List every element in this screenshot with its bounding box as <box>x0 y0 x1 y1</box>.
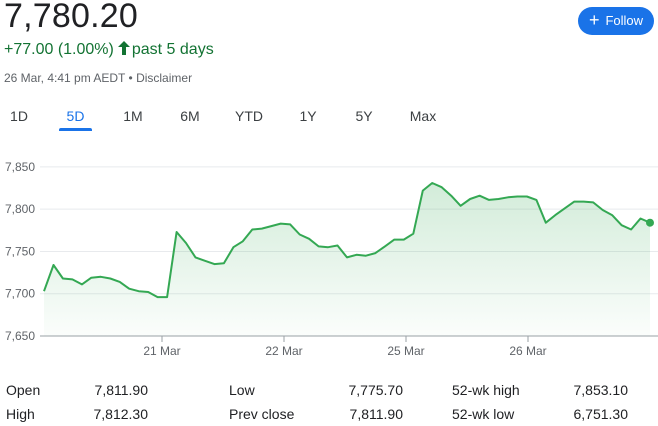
tab-max[interactable]: Max <box>409 108 437 124</box>
x-axis: 21 Mar 22 Mar 25 Mar 26 Mar <box>143 336 547 358</box>
y-tick-label: 7,750 <box>5 244 35 258</box>
current-price-dot <box>646 218 654 227</box>
stat-label-52wk-high: 52-wk high <box>452 382 520 398</box>
disclaimer-link[interactable]: Disclaimer <box>136 71 193 85</box>
price-chart[interactable]: 7,850 7,800 7,750 7,700 7,650 21 Mar 22 Mar 25… <box>0 150 658 365</box>
stat-label-high: High <box>6 406 35 422</box>
y-tick-label: 7,700 <box>5 287 35 301</box>
price-line <box>43 182 651 299</box>
plus-icon: + <box>588 10 600 30</box>
tab-6m[interactable]: 6M <box>180 108 200 124</box>
meta-separator: • <box>128 71 133 85</box>
x-tick-label: 22 Mar <box>265 344 302 358</box>
x-tick-label: 21 Mar <box>143 344 180 358</box>
y-tick-label: 7,850 <box>5 160 35 174</box>
range-tabs: 1D 5D 1M 6M YTD 1Y 5Y Max <box>0 103 460 131</box>
x-tick-label: 25 Mar <box>387 344 424 358</box>
follow-button[interactable]: + Follow <box>578 7 654 35</box>
active-tab-indicator <box>59 128 92 131</box>
arrow-up-icon <box>117 41 130 55</box>
stat-value-high: 7,812.30 <box>93 406 149 422</box>
timestamp-line: 26 Mar, 4:41 pm AEDT • Disclaimer <box>4 70 192 86</box>
tab-1y[interactable]: 1Y <box>299 108 317 124</box>
y-axis: 7,850 7,800 7,750 7,700 7,650 <box>5 160 35 343</box>
stat-value-52wk-low: 6,751.30 <box>573 406 629 422</box>
tab-5d[interactable]: 5D <box>59 103 92 131</box>
current-price: 7,780.20 <box>4 0 138 35</box>
y-tick-label: 7,650 <box>5 329 35 343</box>
change-value: +77.00 (1.00%) <box>4 41 114 58</box>
stat-value-52wk-high: 7,853.10 <box>573 382 629 398</box>
stat-value-low: 7,775.70 <box>348 382 404 398</box>
key-stats: Open 7,811.90 High 7,812.30 Low 7,775.70… <box>0 376 658 426</box>
x-tick-label: 26 Mar <box>509 344 546 358</box>
tab-1m[interactable]: 1M <box>123 108 143 124</box>
tab-5y[interactable]: 5Y <box>355 108 373 124</box>
follow-label: Follow <box>605 13 644 28</box>
tab-1d[interactable]: 1D <box>10 108 28 124</box>
stat-label-open: Open <box>6 382 41 398</box>
stat-label-52wk-low: 52-wk low <box>452 406 515 422</box>
change-period: past 5 days <box>131 41 214 58</box>
tab-ytd[interactable]: YTD <box>235 108 263 124</box>
timestamp: 26 Mar, 4:41 pm AEDT <box>4 71 126 85</box>
stat-label-low: Low <box>229 382 255 398</box>
price-area-fill <box>44 183 650 336</box>
stat-label-prev-close: Prev close <box>229 406 295 422</box>
y-tick-label: 7,800 <box>5 202 35 216</box>
stat-value-prev-close: 7,811.90 <box>349 406 403 422</box>
price-change: +77.00 (1.00%) past 5 days <box>4 40 214 60</box>
stat-value-open: 7,811.90 <box>94 382 148 398</box>
